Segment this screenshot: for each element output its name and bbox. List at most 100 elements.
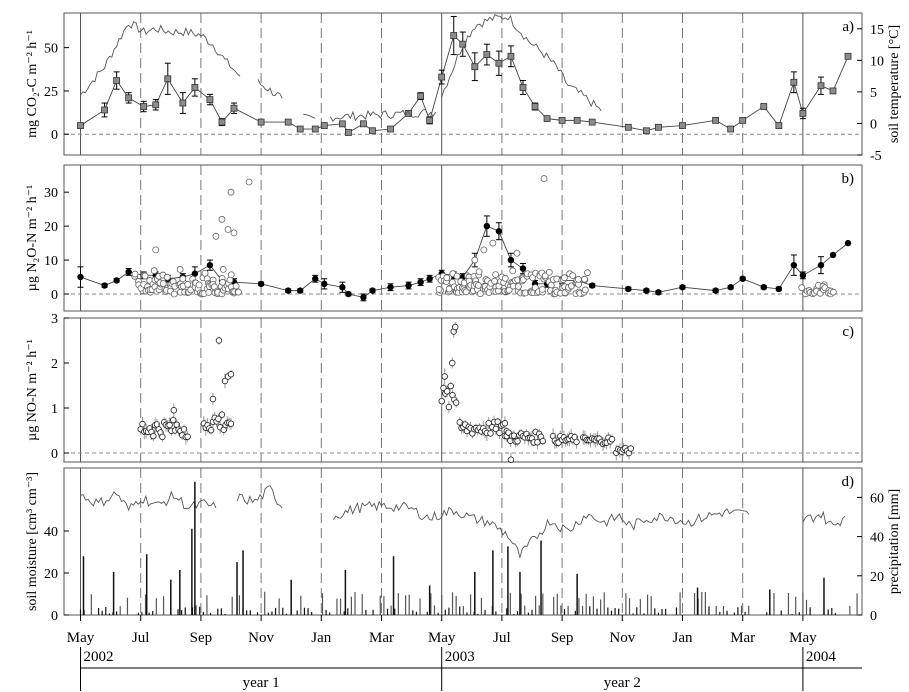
data-point [817,261,825,269]
y-tick-label: 10 [44,254,58,269]
data-point [543,115,551,123]
panel-label: c) [842,324,854,340]
data-point-open [501,274,509,282]
data-point [625,285,632,293]
x-tick-label: Mar [730,630,755,646]
data-point-open [170,407,178,414]
data-point [320,122,328,129]
data-point-open [159,433,166,441]
panel-b: 0 10 20 30 µg N₂O-N m⁻² h⁻¹ b) [25,164,863,312]
data-point [507,256,515,264]
period-label: year 2 [604,675,641,691]
y-tick-label: 30 [44,186,58,201]
data-point-open [184,280,192,288]
data-point [369,127,376,135]
y-tick-label: 0 [51,609,58,624]
data-point-open [507,456,515,463]
series-line [332,500,750,558]
x-tick-label: Sep [551,630,574,646]
data-point [191,84,199,91]
data-point-open [201,269,209,277]
data-point [655,123,662,131]
data-point [152,101,160,109]
y-right-tick-label: 0 [870,609,877,624]
data-point [655,289,662,296]
data-point-open [141,272,149,280]
data-point [206,96,214,103]
data-point [338,120,346,128]
data-point [573,116,581,124]
data-point-open [445,403,453,411]
data-point-open [514,283,522,290]
data-point-open [573,438,580,446]
data-point-open [584,269,591,277]
data-point [643,287,650,294]
y-right-tick-label: 40 [870,531,884,546]
data-point [775,285,783,293]
series-connector [80,225,849,298]
data-point-open [215,415,222,423]
data-point-open [150,432,157,440]
y-right-axis-label: precipitation [mm] [887,489,902,594]
data-point [760,103,768,110]
panel-frame [63,164,863,312]
x-tick-label: Jan [673,630,693,646]
data-point-open [131,270,139,278]
data-point [360,294,367,301]
y-tick-label: 1 [51,402,58,417]
data-point-open [476,290,484,298]
data-point-open [195,281,203,289]
series-line [257,79,283,99]
data-point [799,272,807,279]
y-tick-label: 0 [51,288,58,303]
data-point [360,120,367,128]
data-point-open [218,215,226,223]
data-point-open [538,285,546,293]
panel-c: 0 1 2 3 µg NO-N m⁻² h⁻¹ c) [25,312,863,463]
data-point-open [492,425,500,433]
x-tick-label: Jul [132,630,150,646]
data-point-open [159,280,167,287]
data-point [775,122,783,129]
data-point-open [227,188,235,196]
data-point [844,239,852,247]
data-point [387,125,394,133]
y-tick-label: 20 [44,567,58,582]
data-point-open [441,373,448,380]
data-point [426,275,433,282]
y-axis-label: µg N₂O-N m⁻² h⁻¹ [25,185,40,292]
data-point-open [163,273,171,281]
x-tick-label: Nov [248,630,274,646]
x-tick-label: May [789,630,817,646]
data-point-open [219,266,227,273]
y-tick-label: 2 [51,357,58,372]
x-tick-label: Mar [369,630,394,646]
series-line [303,113,316,119]
data-point [817,82,825,90]
x-tick-label: Nov [609,630,635,646]
data-point [345,290,352,298]
data-point [712,116,720,124]
data-point [312,275,319,282]
data-point-open [480,246,488,254]
data-point [179,99,187,107]
y-axis-label: soil moisture [cm³ cm⁻³] [25,472,40,611]
y-tick-label: 25 [44,85,58,100]
x-tick-label: May [67,630,95,646]
data-point-open [176,266,184,273]
data-point-open [627,445,634,452]
year-label: 2003 [445,649,475,665]
data-point-open [492,271,500,279]
panel-label: a) [842,19,854,35]
data-point-open [170,290,178,298]
data-point-open [474,282,482,289]
data-point [311,125,319,133]
data-point [739,116,747,124]
data-point [471,63,479,71]
data-point-open [435,285,443,293]
data-point-open [449,359,456,367]
data-point [531,103,539,110]
data-point-open [471,256,479,264]
data-point [405,282,412,289]
data-point-open [501,420,509,427]
